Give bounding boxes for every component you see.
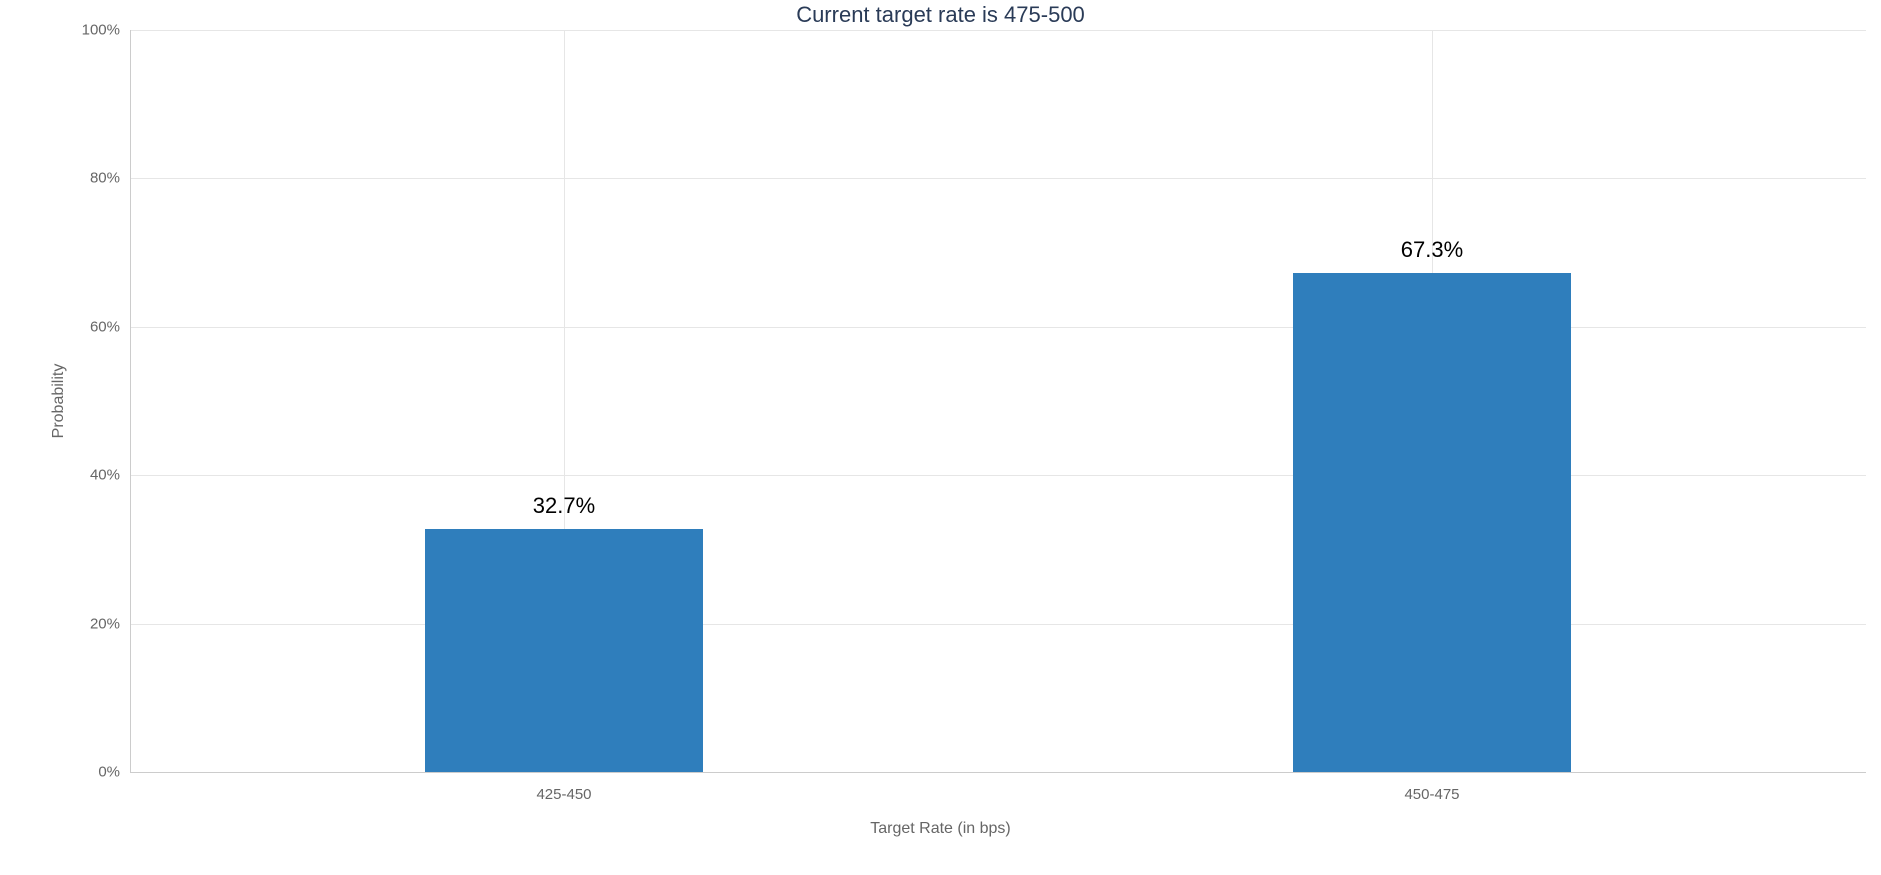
y-tick-label: 20% xyxy=(90,615,120,632)
y-tick-label: 100% xyxy=(82,22,120,39)
x-tick-label: 450-475 xyxy=(1404,786,1459,803)
gridline-horizontal xyxy=(130,178,1866,179)
x-axis-line xyxy=(130,772,1866,773)
y-axis-label: Probability xyxy=(50,364,68,439)
x-tick-label: 425-450 xyxy=(536,786,591,803)
y-tick-label: 0% xyxy=(98,764,120,781)
gridline-horizontal xyxy=(130,30,1866,31)
probability-bar-chart: Current target rate is 475-500 32.7% 67.3… xyxy=(0,0,1881,875)
bar-value-label: 32.7% xyxy=(533,493,595,529)
gridline-horizontal xyxy=(130,475,1866,476)
y-tick-label: 40% xyxy=(90,467,120,484)
y-axis-line xyxy=(130,30,131,772)
x-axis-label: Target Rate (in bps) xyxy=(0,820,1881,838)
gridline-horizontal xyxy=(130,624,1866,625)
bar-value-label: 67.3% xyxy=(1401,237,1463,273)
bar xyxy=(425,529,703,772)
gridline-horizontal xyxy=(130,327,1866,328)
bar xyxy=(1293,273,1571,772)
chart-title: Current target rate is 475-500 xyxy=(0,2,1881,28)
y-tick-label: 80% xyxy=(90,170,120,187)
y-tick-label: 60% xyxy=(90,318,120,335)
plot-area: 32.7% 67.3% xyxy=(130,30,1866,772)
